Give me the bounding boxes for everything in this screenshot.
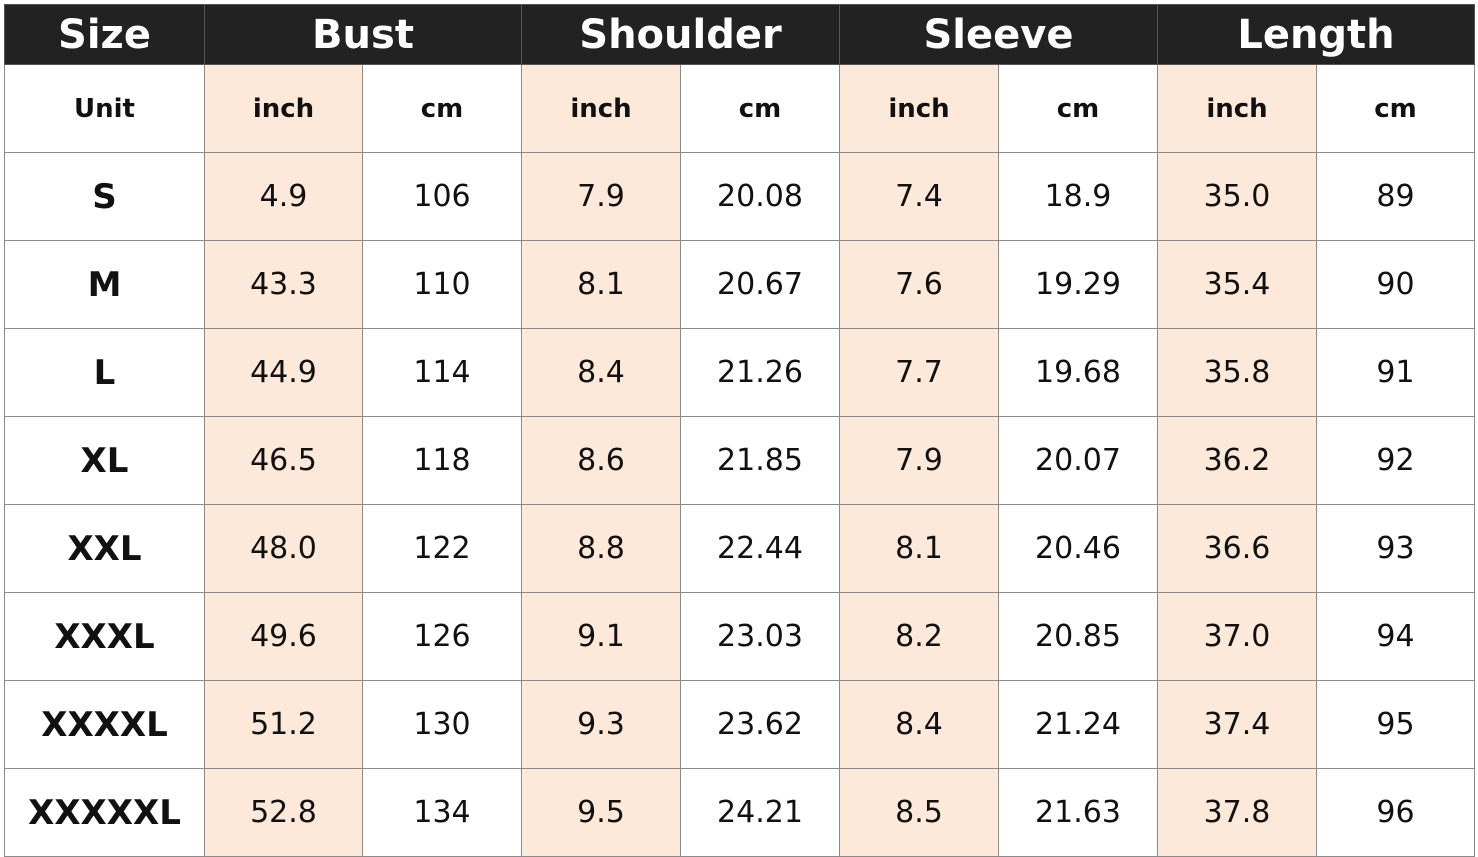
value-cell: 4.9 (204, 152, 363, 241)
value-cell: 9.3 (521, 680, 681, 769)
size-cell: S (4, 152, 205, 241)
size-cell: XXXL (4, 592, 205, 681)
value-cell: 35.4 (1157, 240, 1317, 329)
value-cell: 9.5 (521, 768, 681, 857)
header-cell: Shoulder (521, 4, 840, 65)
size-cell: M (4, 240, 205, 329)
value-cell: 8.8 (521, 504, 681, 593)
header-cell: Bust (204, 4, 522, 65)
header-cell: Sleeve (839, 4, 1158, 65)
value-cell: 7.4 (839, 152, 999, 241)
value-cell: 130 (362, 680, 522, 769)
head-row: Size Bust Shoulder Sleeve Length (4, 4, 1475, 65)
data-row: XXL 48.0 122 8.8 22.44 8.1 20.46 36.6 93 (4, 504, 1475, 593)
value-cell: 91 (1316, 328, 1475, 417)
value-cell: 20.46 (998, 504, 1158, 593)
data-row: XL 46.5 118 8.6 21.85 7.9 20.07 36.2 92 (4, 416, 1475, 505)
unit-row: Unit inch cm inch cm inch cm inch cm (4, 64, 1475, 153)
value-cell: 89 (1316, 152, 1475, 241)
value-cell: 93 (1316, 504, 1475, 593)
value-cell: 37.8 (1157, 768, 1317, 857)
value-cell: 7.9 (839, 416, 999, 505)
value-cell: 43.3 (204, 240, 363, 329)
unit-cell: Unit (4, 64, 205, 153)
value-cell: 20.08 (680, 152, 840, 241)
value-cell: 92 (1316, 416, 1475, 505)
value-cell: 9.1 (521, 592, 681, 681)
value-cell: 48.0 (204, 504, 363, 593)
value-cell: 8.6 (521, 416, 681, 505)
data-row: XXXXXL 52.8 134 9.5 24.21 8.5 21.63 37.8 96 (4, 768, 1475, 857)
value-cell: 8.4 (839, 680, 999, 769)
value-cell: 8.5 (839, 768, 999, 857)
value-cell: 118 (362, 416, 522, 505)
data-row: L 44.9 114 8.4 21.26 7.7 19.68 35.8 91 (4, 328, 1475, 417)
size-cell: XXL (4, 504, 205, 593)
unit-cell: inch (1157, 64, 1317, 153)
value-cell: 23.03 (680, 592, 840, 681)
value-cell: 7.6 (839, 240, 999, 329)
data-row: XXXL 49.6 126 9.1 23.03 8.2 20.85 37.0 94 (4, 592, 1475, 681)
value-cell: 8.4 (521, 328, 681, 417)
value-cell: 36.6 (1157, 504, 1317, 593)
value-cell: 134 (362, 768, 522, 857)
value-cell: 49.6 (204, 592, 363, 681)
value-cell: 37.0 (1157, 592, 1317, 681)
value-cell: 8.1 (521, 240, 681, 329)
value-cell: 126 (362, 592, 522, 681)
value-cell: 35.0 (1157, 152, 1317, 241)
unit-cell: cm (1316, 64, 1475, 153)
value-cell: 20.07 (998, 416, 1158, 505)
value-cell: 8.2 (839, 592, 999, 681)
value-cell: 21.63 (998, 768, 1158, 857)
value-cell: 7.9 (521, 152, 681, 241)
value-cell: 114 (362, 328, 522, 417)
value-cell: 19.68 (998, 328, 1158, 417)
data-row: M 43.3 110 8.1 20.67 7.6 19.29 35.4 90 (4, 240, 1475, 329)
value-cell: 90 (1316, 240, 1475, 329)
value-cell: 22.44 (680, 504, 840, 593)
unit-cell: inch (521, 64, 681, 153)
size-cell: XXXXXL (4, 768, 205, 857)
value-cell: 24.21 (680, 768, 840, 857)
header-cell: Size (4, 4, 205, 65)
value-cell: 23.62 (680, 680, 840, 769)
unit-cell: cm (362, 64, 522, 153)
header-cell: Length (1157, 4, 1475, 65)
size-table: Size Bust Shoulder Sleeve Length Unit inch cm in… (4, 4, 1475, 857)
value-cell: 7.7 (839, 328, 999, 417)
data-row: S 4.9 106 7.9 20.08 7.4 18.9 35.0 89 (4, 152, 1475, 241)
value-cell: 20.85 (998, 592, 1158, 681)
value-cell: 44.9 (204, 328, 363, 417)
value-cell: 96 (1316, 768, 1475, 857)
value-cell: 18.9 (998, 152, 1158, 241)
value-cell: 95 (1316, 680, 1475, 769)
size-chart: Size Bust Shoulder Sleeve Length Unit inch cm in… (4, 4, 1475, 857)
value-cell: 8.1 (839, 504, 999, 593)
value-cell: 21.85 (680, 416, 840, 505)
data-row: XXXXL 51.2 130 9.3 23.62 8.4 21.24 37.4 95 (4, 680, 1475, 769)
value-cell: 51.2 (204, 680, 363, 769)
value-cell: 20.67 (680, 240, 840, 329)
value-cell: 46.5 (204, 416, 363, 505)
size-cell: L (4, 328, 205, 417)
value-cell: 19.29 (998, 240, 1158, 329)
value-cell: 122 (362, 504, 522, 593)
value-cell: 37.4 (1157, 680, 1317, 769)
value-cell: 52.8 (204, 768, 363, 857)
size-cell: XL (4, 416, 205, 505)
size-cell: XXXXL (4, 680, 205, 769)
value-cell: 36.2 (1157, 416, 1317, 505)
value-cell: 35.8 (1157, 328, 1317, 417)
unit-cell: inch (839, 64, 999, 153)
value-cell: 21.24 (998, 680, 1158, 769)
value-cell: 110 (362, 240, 522, 329)
value-cell: 21.26 (680, 328, 840, 417)
unit-cell: cm (998, 64, 1158, 153)
unit-cell: cm (680, 64, 840, 153)
unit-cell: inch (204, 64, 363, 153)
value-cell: 94 (1316, 592, 1475, 681)
value-cell: 106 (362, 152, 522, 241)
